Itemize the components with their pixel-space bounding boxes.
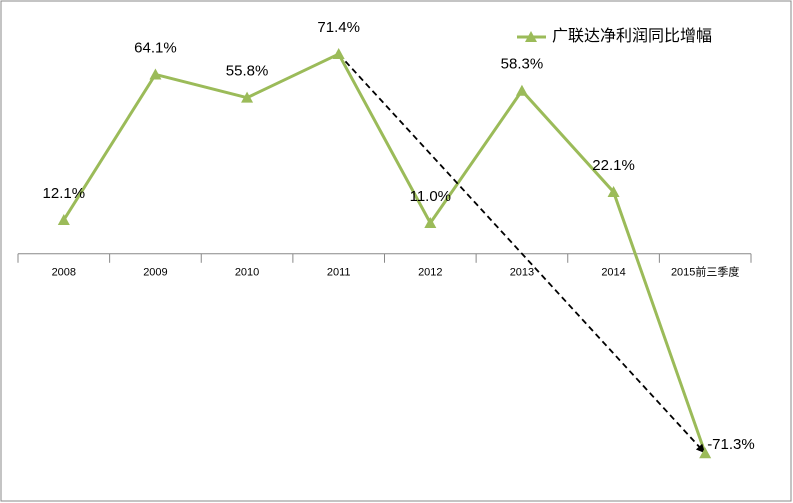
trend-arrow-head <box>695 443 706 454</box>
trend-arrow <box>338 53 701 448</box>
x-tick-label: 2011 <box>327 267 351 279</box>
data-label: 12.1% <box>43 185 86 202</box>
marker <box>699 447 712 459</box>
marker <box>607 185 620 197</box>
data-label: 55.8% <box>226 63 269 80</box>
x-tick-label: 2015前三季度 <box>671 265 739 279</box>
legend-marker <box>525 31 537 42</box>
marker <box>241 91 254 103</box>
marker <box>57 213 70 225</box>
x-tick-label: 2010 <box>235 267 259 279</box>
legend-label: 广联达净利润同比增幅 <box>552 27 712 45</box>
marker <box>332 48 345 60</box>
data-label: 58.3% <box>501 56 544 73</box>
data-line <box>62 52 707 454</box>
x-tick-label: 2013 <box>510 267 534 279</box>
marker <box>424 217 437 229</box>
marker <box>149 68 162 80</box>
data-label: 71.4% <box>317 19 360 36</box>
x-tick-label: 2012 <box>418 267 442 279</box>
x-tick-label: 2008 <box>52 267 76 279</box>
x-tick-label: 2009 <box>143 267 167 279</box>
marker <box>515 84 528 96</box>
data-label: 11.0% <box>410 188 451 205</box>
data-label: 22.1% <box>592 157 635 174</box>
data-label: 64.1% <box>134 39 177 56</box>
x-tick-label: 2014 <box>601 267 625 279</box>
data-label: -71.3% <box>707 436 755 453</box>
